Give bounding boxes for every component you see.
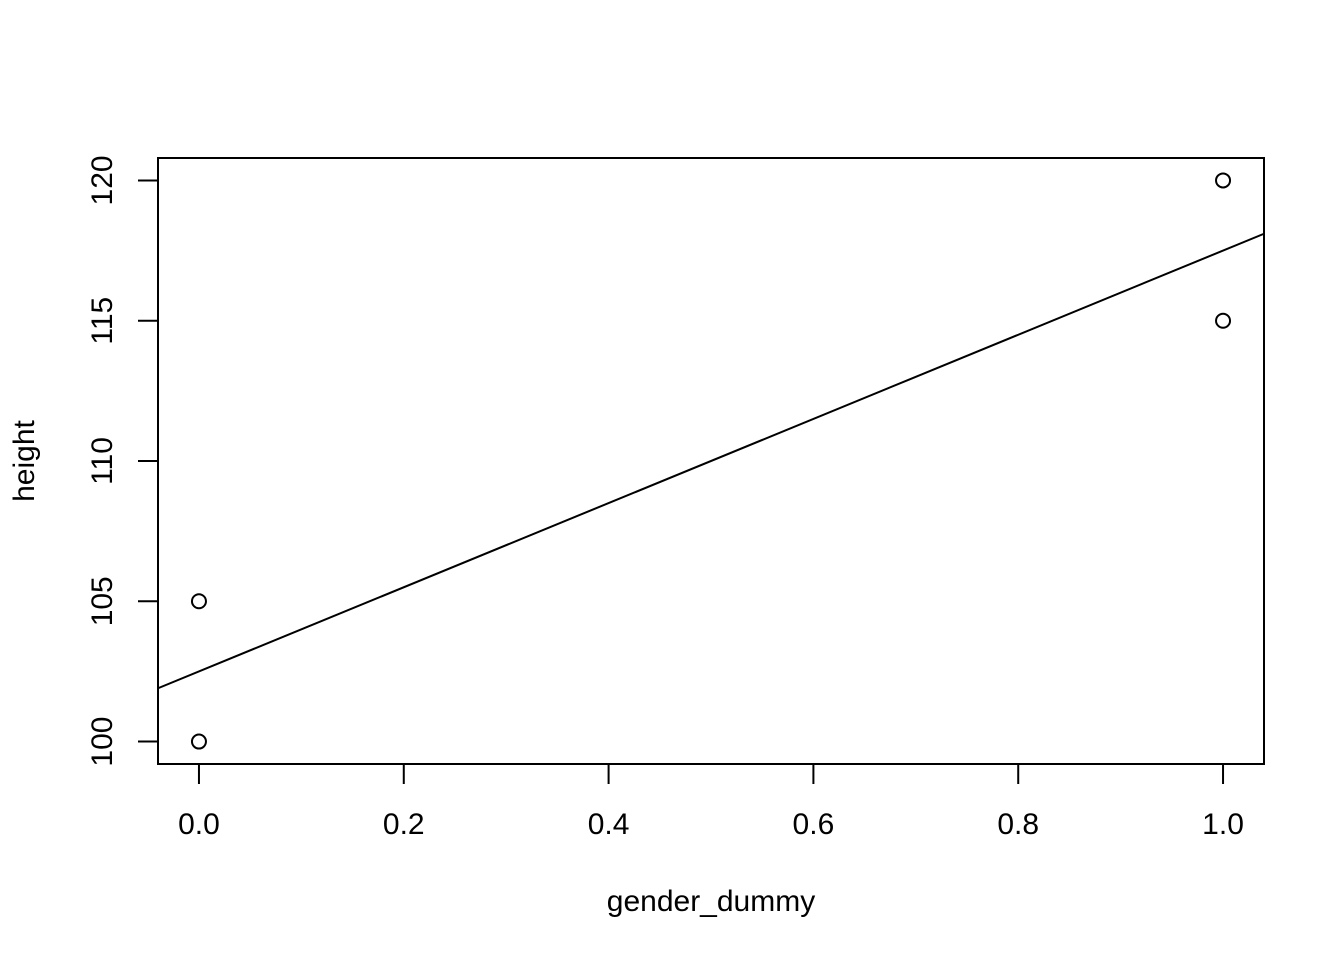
x-tick-label: 0.4 bbox=[588, 808, 630, 841]
y-tick-label: 110 bbox=[86, 437, 119, 485]
x-tick-label: 0.0 bbox=[178, 808, 220, 841]
x-tick-label: 0.2 bbox=[383, 808, 425, 841]
x-tick-label: 1.0 bbox=[1202, 808, 1244, 841]
x-tick-label: 0.6 bbox=[793, 808, 835, 841]
y-tick-label: 115 bbox=[86, 297, 119, 345]
regression-line bbox=[157, 232, 1265, 690]
y-axis-label: height bbox=[8, 419, 41, 501]
y-tick-label: 105 bbox=[86, 576, 119, 626]
x-axis: 0.0 0.2 0.4 0.6 0.8 1.0 bbox=[178, 763, 1244, 841]
y-tick-label: 120 bbox=[86, 155, 119, 205]
x-axis-label: gender_dummy bbox=[607, 885, 815, 918]
data-point bbox=[1215, 312, 1232, 329]
y-axis: 100 105 110 115 120 bbox=[86, 155, 159, 767]
data-point bbox=[190, 733, 207, 750]
data-point bbox=[190, 593, 207, 610]
y-tick-label: 100 bbox=[86, 717, 119, 767]
plot-area bbox=[157, 172, 1265, 750]
x-tick-label: 0.8 bbox=[997, 808, 1039, 841]
data-point bbox=[1215, 172, 1232, 189]
